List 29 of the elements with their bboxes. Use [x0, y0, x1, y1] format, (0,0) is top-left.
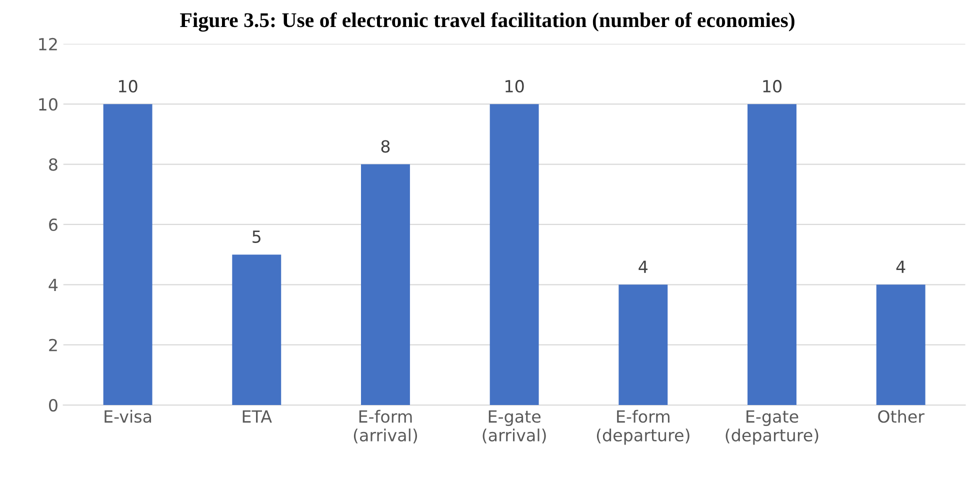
x-tick-label: E-form (arrival)	[354, 410, 418, 444]
y-tick-label: 0	[49, 399, 58, 412]
y-tick-label: 4	[48, 278, 58, 291]
x-tick-label: E-visa	[104, 410, 152, 423]
bar	[232, 254, 282, 406]
data-label: 10	[119, 80, 138, 93]
bar	[360, 164, 410, 406]
data-label: 10	[763, 80, 782, 93]
x-tick-label: E-form (departure)	[596, 410, 690, 445]
chart-title: Figure 3.5: Use of electronic travel facilitation (number of economies)	[180, 12, 794, 32]
x-tick-label: E-gate (arrival)	[482, 410, 546, 444]
bar	[748, 104, 796, 406]
bar	[618, 284, 668, 406]
y-tick-label: 6	[49, 218, 58, 232]
y-tick-label: 12	[39, 38, 57, 50]
data-label: 4	[638, 260, 648, 273]
y-tick-label: 10	[39, 98, 58, 111]
y-tick-label: 2	[49, 338, 57, 352]
data-label: 4	[896, 260, 906, 273]
data-label: 10	[506, 80, 524, 93]
x-tick-label: ETA	[242, 410, 272, 423]
bar	[103, 104, 152, 406]
x-tick-label: Other	[878, 410, 924, 423]
bar	[876, 284, 926, 406]
data-label: 5	[252, 230, 260, 244]
data-label: 8	[381, 140, 390, 153]
y-tick-label: 8	[49, 158, 58, 171]
x-tick-label: E-gate (departure)	[726, 410, 818, 445]
bar	[490, 104, 539, 406]
